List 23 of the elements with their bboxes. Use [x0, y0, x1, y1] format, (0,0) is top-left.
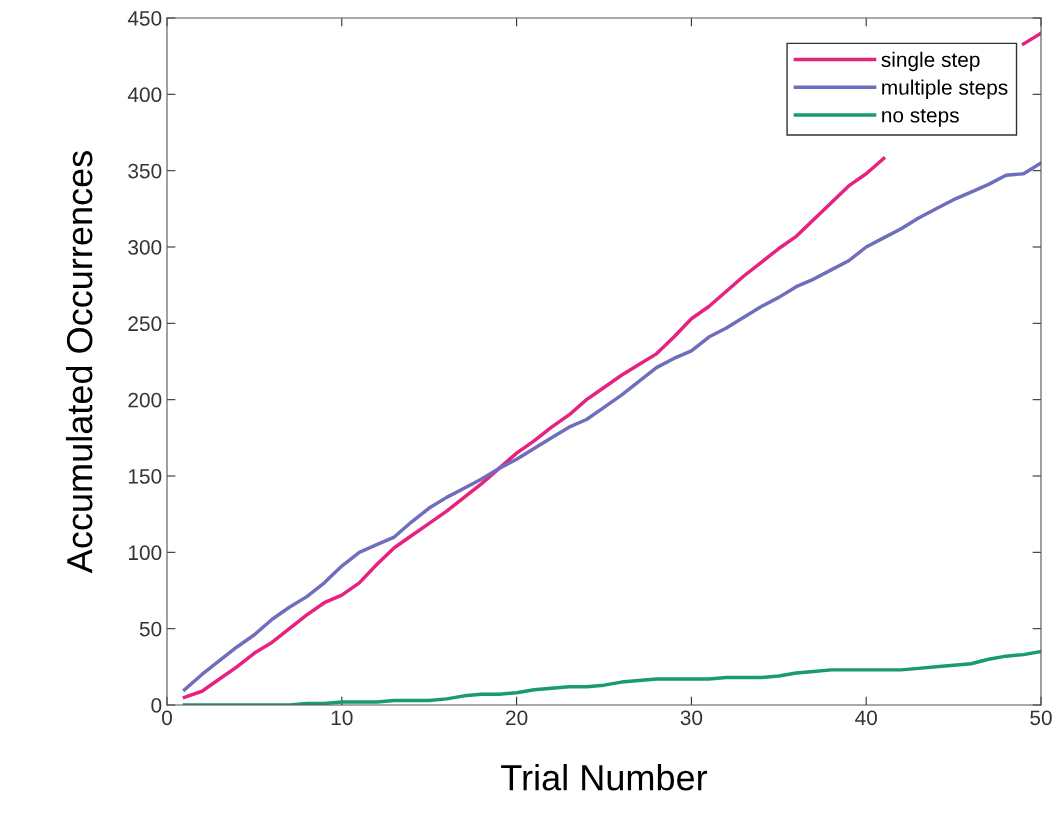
- legend-label: single step: [881, 51, 980, 72]
- y-tick-label: 350: [128, 163, 162, 179]
- x-tick-label: 20: [506, 710, 528, 726]
- y-tick-label: 300: [128, 240, 162, 255]
- line-series: [182, 649, 1041, 705]
- y-tick-label: 400: [127, 87, 162, 103]
- y-tick-label: 150: [128, 469, 162, 484]
- y-axis-title: Accumulated Occurrences: [65, 151, 93, 574]
- x-axis-title: Trial Number: [501, 764, 708, 791]
- y-tick-label: 250: [128, 316, 162, 332]
- x-tick-label: 30: [680, 710, 703, 726]
- y-tick-label: 450: [127, 11, 162, 26]
- y-tick-label: 100: [128, 545, 162, 561]
- x-tick-label: 50: [1030, 710, 1052, 726]
- legend-label: multiple steps: [882, 79, 1008, 99]
- y-tick-label: 0: [151, 698, 162, 713]
- x-tick-label: 10: [331, 710, 353, 726]
- x-tick-label: 0: [162, 710, 172, 726]
- legend-label: no steps: [882, 108, 959, 127]
- y-tick-label: 50: [139, 621, 162, 637]
- x-tick-label: 40: [855, 710, 877, 726]
- y-tick-label: 200: [128, 392, 162, 408]
- line-series: [182, 161, 1041, 692]
